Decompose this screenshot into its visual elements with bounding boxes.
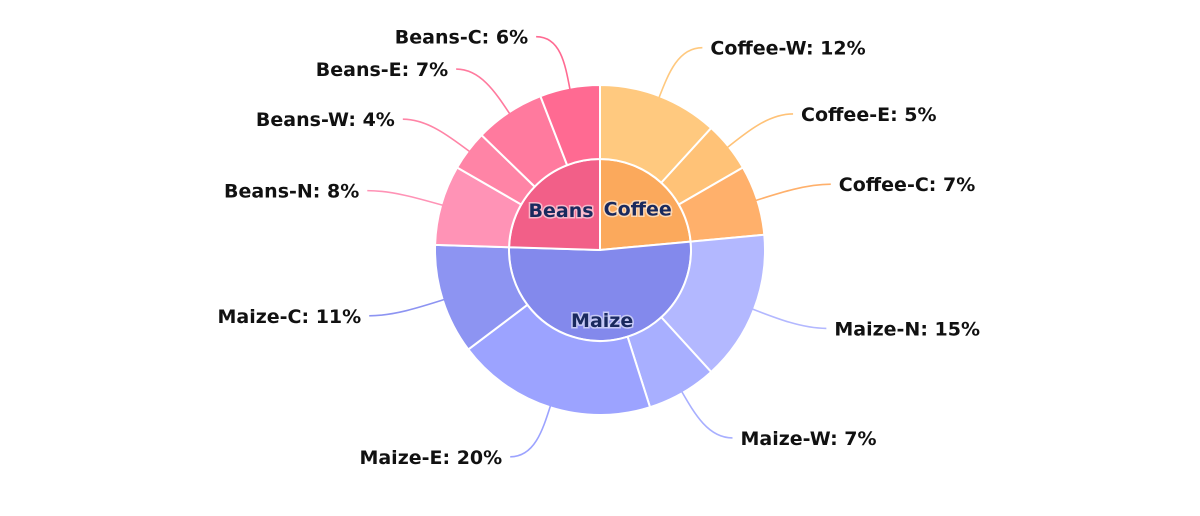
- leader-maize-e: [510, 405, 552, 458]
- leader-maize-w: [680, 390, 733, 439]
- outer-label-beans-e: Beans-E: 7%: [316, 59, 448, 81]
- inner-ring: [508, 157, 692, 342]
- outer-labels: Coffee-W: 12% Coffee-E: 5% Coffee-C: 7% Mai…: [217, 27, 980, 469]
- outer-label-maize-w: Maize-W: 7%: [741, 428, 877, 450]
- inner-labels: Coffee Maize Beans: [527, 197, 673, 333]
- outer-label-maize-n: Maize-N: 15%: [834, 318, 980, 340]
- leader-coffee-c: [755, 183, 831, 202]
- leader-lines: [367, 35, 831, 458]
- inner-label-maize: Maize: [571, 310, 633, 332]
- leader-beans-e: [456, 68, 511, 115]
- leader-beans-c: [536, 35, 571, 90]
- leader-beans-n: [367, 189, 444, 207]
- leader-coffee-w: [658, 46, 703, 99]
- outer-label-coffee-e: Coffee-E: 5%: [801, 104, 937, 126]
- outer-label-maize-e: Maize-E: 20%: [359, 447, 502, 469]
- leader-coffee-e: [726, 113, 794, 149]
- inner-label-beans: Beans: [529, 200, 594, 222]
- inner-label-coffee: Coffee: [604, 199, 672, 221]
- outer-label-beans-c: Beans-C: 6%: [395, 27, 528, 49]
- outer-label-maize-c: Maize-C: 11%: [217, 306, 361, 328]
- outer-label-coffee-w: Coffee-W: 12%: [710, 38, 865, 60]
- leader-maize-c: [369, 298, 445, 317]
- leader-beans-w: [402, 118, 471, 153]
- leader-maize-n: [751, 308, 827, 330]
- outer-slice-beans-c[interactable]: [539, 83, 601, 167]
- outer-label-beans-n: Beans-N: 8%: [224, 181, 359, 203]
- outer-label-beans-w: Beans-W: 4%: [256, 109, 395, 131]
- outer-label-coffee-c: Coffee-C: 7%: [839, 174, 975, 196]
- outer-ring: [434, 83, 766, 416]
